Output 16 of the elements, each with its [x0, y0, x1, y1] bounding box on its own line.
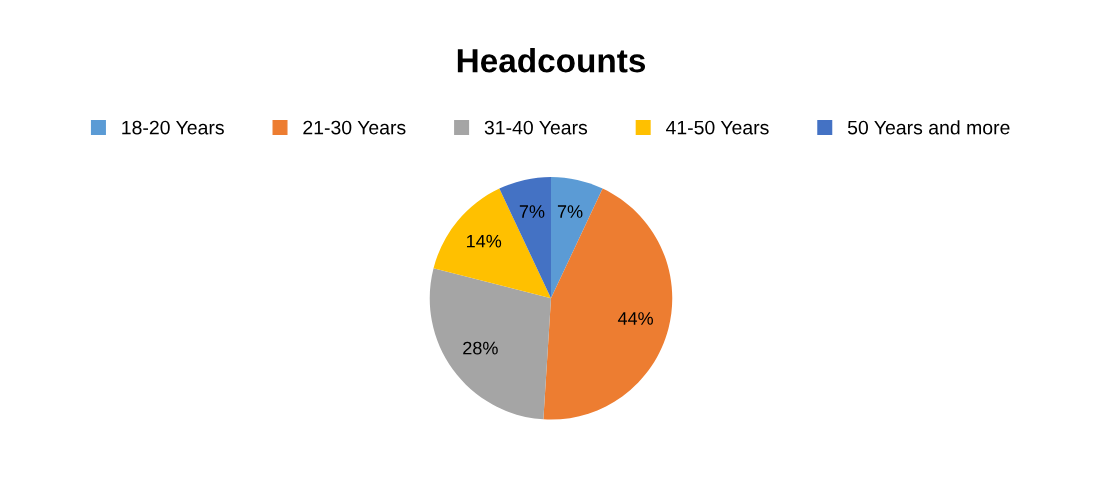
legend-label: 50 Years and more [847, 120, 1010, 135]
legend-label: 41-50 Years [665, 120, 769, 135]
pie-slice [551, 177, 603, 299]
data-label: 14% [467, 234, 502, 248]
pie-slice [429, 268, 551, 420]
pie-slice [543, 188, 673, 420]
legend-label: 21-30 Years [303, 120, 406, 135]
data-label: 7% [519, 205, 545, 218]
pie-slice [499, 177, 551, 299]
pie-slice [433, 188, 551, 299]
data-label: 7% [557, 205, 583, 218]
data-label: 28% [463, 341, 498, 355]
chart-title: Headcounts [457, 48, 646, 73]
data-label: 44% [617, 312, 653, 325]
legend-label: 18-20 Years [122, 120, 224, 135]
legend-label: 31-40 Years [484, 120, 588, 135]
